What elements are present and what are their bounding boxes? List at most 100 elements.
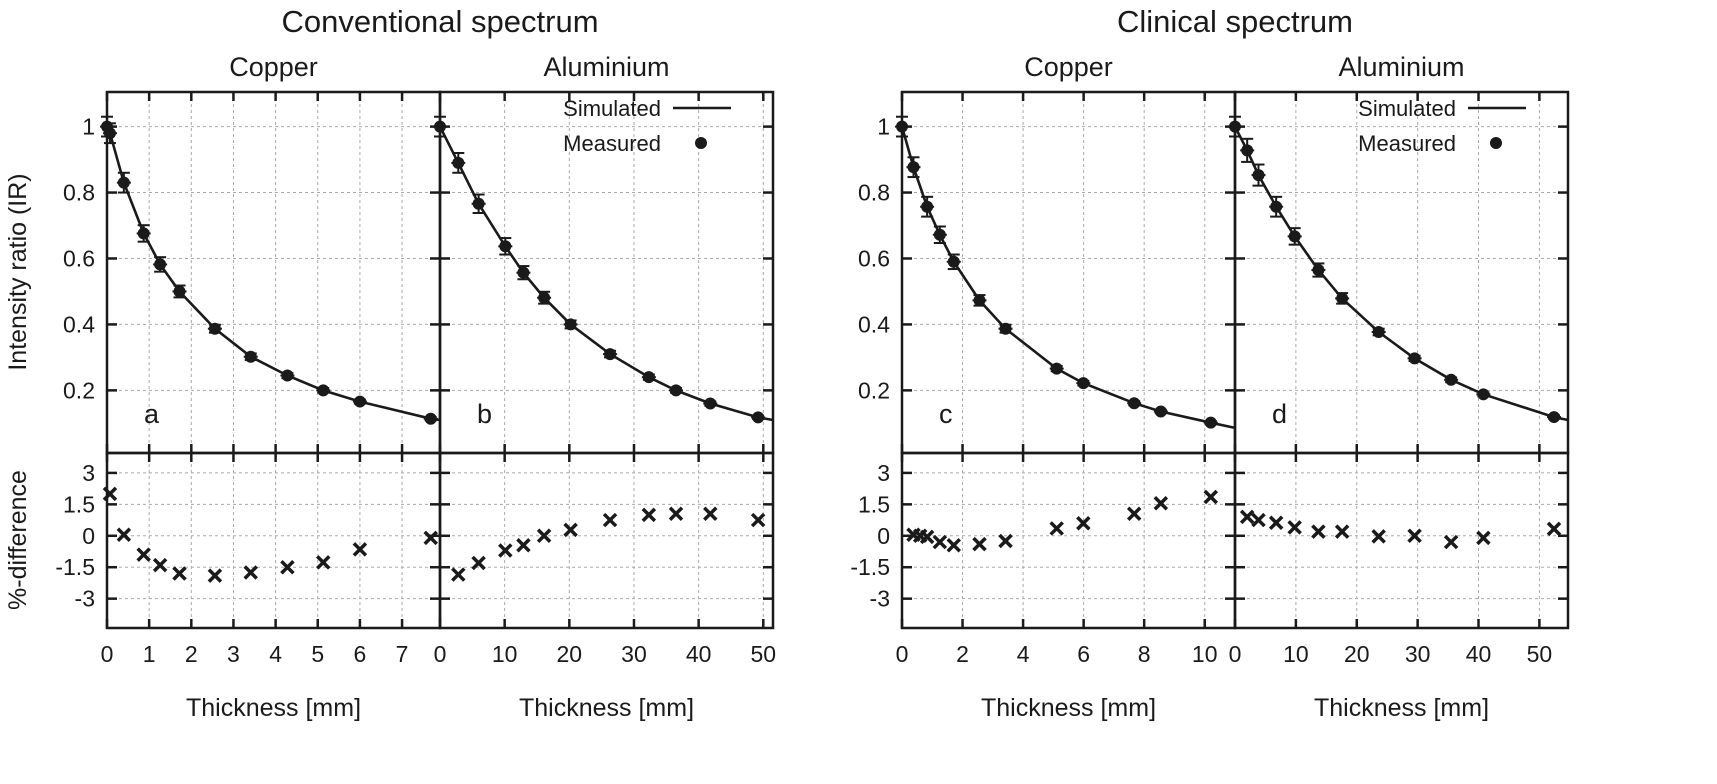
legend: Simulated Measured <box>1358 96 1526 156</box>
x-tick-label: 0 <box>101 641 114 667</box>
legend-label-measured: Measured <box>563 131 661 156</box>
difference-marker <box>498 543 513 558</box>
measured-point <box>517 266 530 279</box>
difference-cross-stroke <box>280 559 295 575</box>
panel-d: Aluminium 0 10 20 30 40 50 Thickness [mm] d Simul… <box>1228 52 1570 722</box>
measured-point <box>752 411 765 424</box>
x-tick-label: 50 <box>1527 641 1553 667</box>
difference-marker <box>1268 515 1284 531</box>
measured-point <box>564 318 577 331</box>
measured-point <box>704 397 717 410</box>
difference-marker <box>280 559 295 575</box>
measured-point <box>1077 377 1090 390</box>
y-tick-label-bottom: 1.5 <box>63 491 95 517</box>
panel-letter: d <box>1272 399 1287 429</box>
measured-point <box>244 350 257 363</box>
bottom-plot-frame <box>1233 451 1570 630</box>
x-tick-label: 10 <box>492 641 518 667</box>
x-axis-label: Thickness [mm] <box>519 694 694 722</box>
x-tick-label: 50 <box>751 641 777 667</box>
difference-marker <box>136 547 151 562</box>
measured-point <box>670 384 683 397</box>
measured-point <box>117 176 130 189</box>
difference-marker <box>516 537 531 553</box>
x-tick-label: 0 <box>434 641 447 667</box>
measured-point <box>1547 411 1560 424</box>
difference-cross-stroke <box>972 536 987 552</box>
measured-point <box>947 255 960 268</box>
panel-letter: b <box>477 399 492 429</box>
difference-cross-stroke <box>316 555 331 570</box>
panel-letter: c <box>939 399 953 429</box>
measured-point <box>999 322 1012 335</box>
panel-subtitle: Copper <box>229 52 318 82</box>
difference-cross-stroke <box>946 537 962 553</box>
legend-label-simulated: Simulated <box>1358 96 1456 121</box>
difference-cross-stroke <box>919 529 935 545</box>
difference-marker <box>207 568 223 583</box>
difference-marker <box>423 530 438 546</box>
x-tick-label: 6 <box>354 641 367 667</box>
y-tick-label-top: 0.8 <box>858 180 890 206</box>
measured-point <box>317 384 330 397</box>
x-tick-label: 6 <box>1077 641 1090 667</box>
difference-marker <box>972 536 987 552</box>
measured-point <box>1128 397 1141 410</box>
difference-cross-stroke <box>668 506 684 522</box>
difference-marker <box>471 555 486 571</box>
bottom-plot-frame <box>105 451 442 630</box>
measured-point <box>1241 144 1254 157</box>
difference-cross-stroke <box>932 534 948 550</box>
difference-cross-stroke <box>563 522 578 538</box>
y-tick-label-top: 0.6 <box>63 245 95 271</box>
difference-marker <box>919 529 935 545</box>
legend-marker-measured <box>695 137 707 149</box>
x-tick-label: 30 <box>1405 641 1431 667</box>
panel-letter: a <box>144 399 160 429</box>
measured-point <box>1154 405 1167 418</box>
difference-marker <box>1443 534 1459 550</box>
y-tick-label-top: 0.4 <box>858 311 890 337</box>
x-tick-label: 0 <box>1229 641 1242 667</box>
y-tick-label-top: 0.4 <box>63 311 95 337</box>
measured-point <box>424 412 437 425</box>
difference-marker <box>946 537 962 553</box>
difference-marker <box>1076 515 1091 531</box>
difference-marker <box>602 512 618 528</box>
x-axis-label: Thickness [mm] <box>1314 694 1489 722</box>
y-tick-label-top: 0.2 <box>63 377 95 403</box>
difference-cross-stroke <box>1049 521 1064 536</box>
measured-point <box>137 227 150 240</box>
difference-cross-stroke <box>116 527 132 542</box>
measured-point <box>1288 230 1301 243</box>
panel-subtitle: Aluminium <box>1338 52 1464 82</box>
y-tick-label-bottom: 3 <box>82 460 95 486</box>
difference-cross-stroke <box>998 533 1013 549</box>
difference-marker <box>750 512 766 528</box>
x-tick-label: 40 <box>1466 641 1492 667</box>
measured-point <box>1252 169 1265 182</box>
difference-cross-stroke <box>1371 529 1386 544</box>
measured-point <box>1270 200 1283 213</box>
y-tick-label-bottom: -1.5 <box>850 554 890 580</box>
difference-cross-stroke <box>1268 515 1284 531</box>
simulated-curve <box>900 126 1236 430</box>
difference-cross-stroke <box>703 506 718 522</box>
difference-cross-stroke <box>1126 506 1142 522</box>
difference-marker <box>1203 489 1219 505</box>
panel-subtitle: Aluminium <box>543 52 669 82</box>
difference-marker <box>1239 509 1255 525</box>
difference-cross-stroke <box>172 566 187 581</box>
measured-point <box>154 258 167 271</box>
y-tick-label-top: 1 <box>82 114 95 140</box>
difference-marker <box>932 534 948 550</box>
difference-marker <box>1311 524 1326 539</box>
difference-marker <box>102 486 118 502</box>
x-tick-label: 5 <box>311 641 324 667</box>
x-tick-label: 1 <box>143 641 156 667</box>
difference-marker <box>668 506 684 522</box>
measured-point <box>1312 264 1325 277</box>
difference-cross-stroke <box>1076 515 1091 531</box>
measured-point <box>538 291 551 304</box>
